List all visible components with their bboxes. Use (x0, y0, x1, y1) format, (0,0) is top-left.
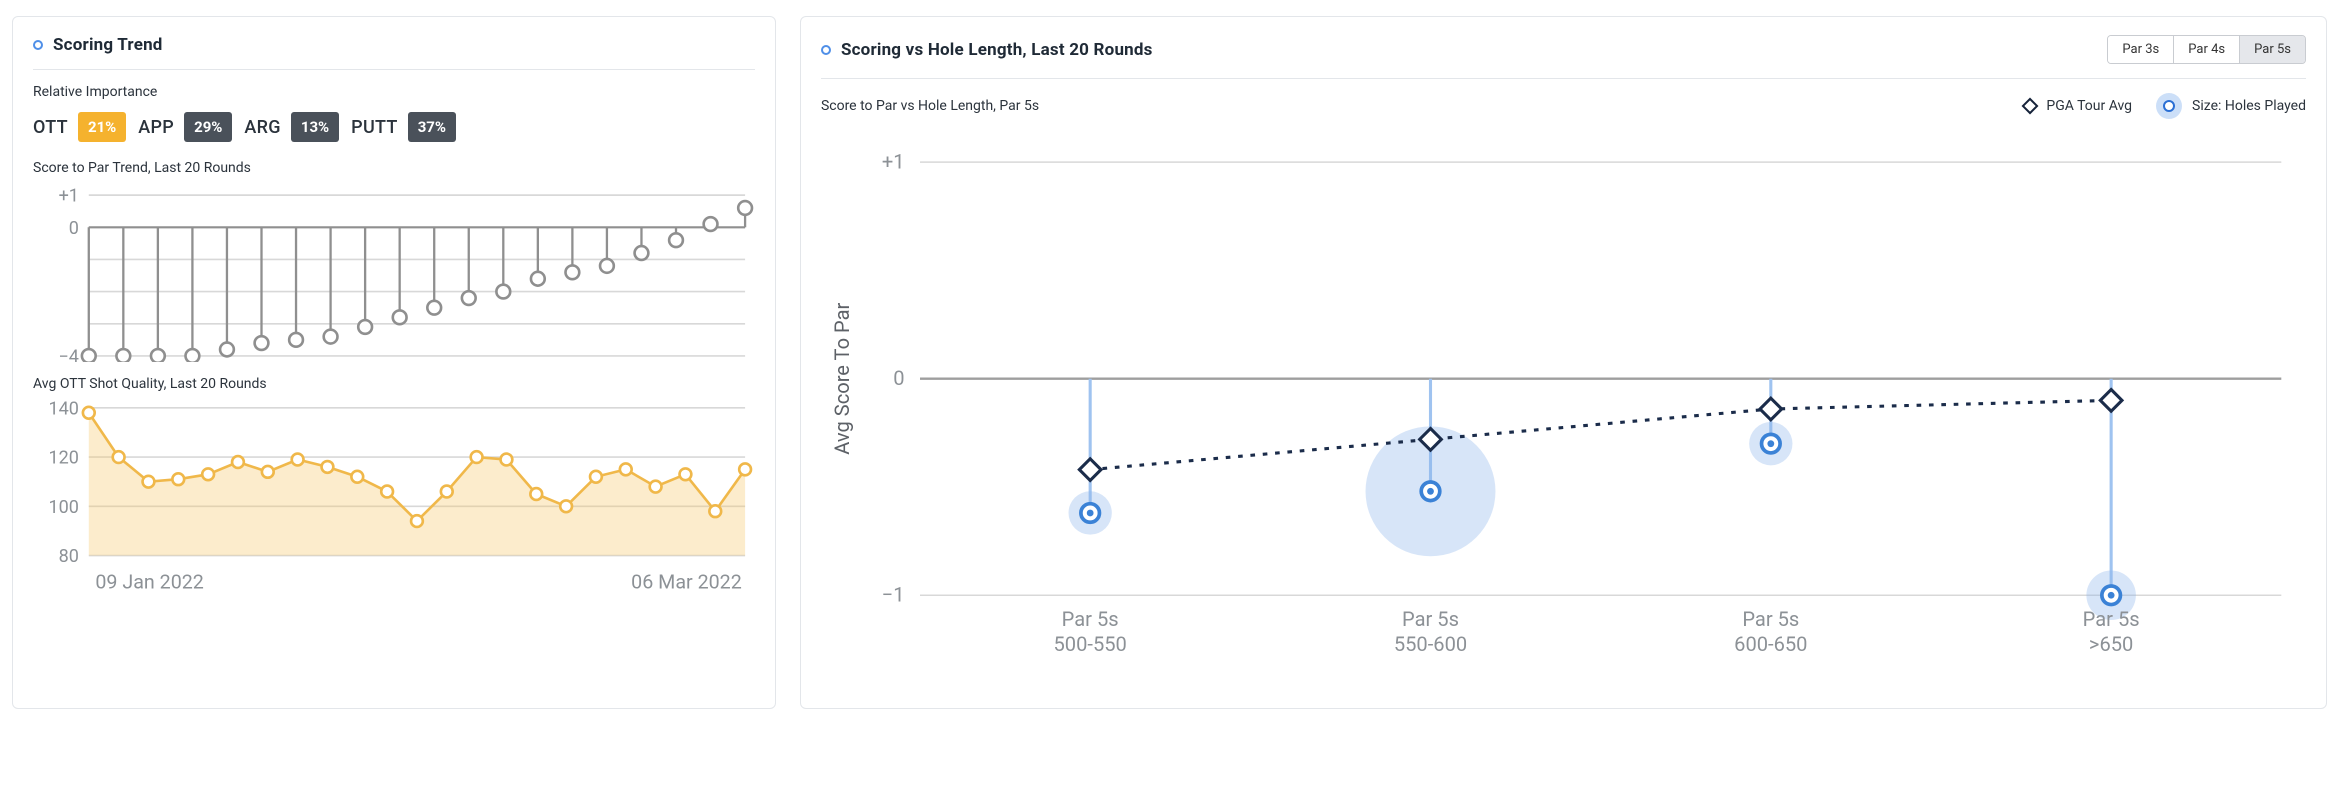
svg-text:>650: >650 (2089, 632, 2133, 656)
diamond-icon (2022, 98, 2039, 115)
importance-item-ott: OTT 21% (33, 112, 126, 142)
trend-chart-title: Score to Par Trend, Last 20 Rounds (33, 160, 755, 176)
importance-label: ARG (244, 117, 280, 138)
svg-text:Par 5s: Par 5s (1062, 607, 1119, 631)
legend-size: Size: Holes Played (2156, 93, 2306, 119)
importance-label: APP (138, 117, 174, 138)
importance-label: OTT (33, 117, 68, 138)
importance-item-app: APP 29% (138, 112, 232, 142)
svg-text:+1: +1 (59, 186, 79, 207)
svg-text:09 Jan 2022: 09 Jan 2022 (95, 571, 204, 594)
svg-text:Par 5s: Par 5s (1402, 607, 1459, 631)
svg-text:120: 120 (49, 448, 79, 469)
chart-legend: PGA Tour Avg Size: Holes Played (2024, 93, 2306, 119)
scoring-vs-length-card: Scoring vs Hole Length, Last 20 Rounds P… (800, 16, 2327, 709)
svg-text:Par 5s: Par 5s (2083, 607, 2140, 631)
trend-chart: +1 0 −4 (33, 182, 755, 362)
svg-text:0: 0 (69, 218, 79, 239)
ott-chart: 80 100 120 140 09 Jan 2022 06 Mar 2022 (33, 398, 755, 595)
importance-row: OTT 21% APP 29% ARG 13% PUTT 37% (33, 112, 755, 142)
legend-size-label: Size: Holes Played (2192, 98, 2306, 114)
dashboard-layout: Scoring Trend Relative Importance OTT 21%… (12, 16, 2327, 709)
importance-badge: 13% (291, 112, 339, 142)
dot-icon (821, 45, 831, 55)
svg-text:−4: −4 (58, 346, 78, 362)
svg-text:550-600: 550-600 (1394, 632, 1467, 656)
svg-text:Avg Score To Par: Avg Score To Par (830, 302, 854, 454)
importance-badge: 29% (184, 112, 232, 142)
par-tab-group: Par 3sPar 4sPar 5s (2107, 35, 2306, 64)
svg-text:0: 0 (893, 366, 904, 390)
card-title: Scoring Trend (53, 35, 163, 55)
scoring-trend-card: Scoring Trend Relative Importance OTT 21%… (12, 16, 776, 709)
tab-par-4s[interactable]: Par 4s (2173, 36, 2239, 63)
bubble-icon (2156, 93, 2182, 119)
legend-pga: PGA Tour Avg (2024, 98, 2132, 114)
svg-text:600-650: 600-650 (1734, 632, 1807, 656)
dot-icon (33, 40, 43, 50)
svg-text:100: 100 (49, 497, 79, 518)
ott-chart-title: Avg OTT Shot Quality, Last 20 Rounds (33, 376, 755, 392)
legend-pga-label: PGA Tour Avg (2046, 98, 2132, 114)
svg-text:80: 80 (59, 547, 79, 568)
tab-par-5s[interactable]: Par 5s (2239, 36, 2305, 63)
svg-text:140: 140 (49, 399, 79, 420)
card-titlebar: Scoring vs Hole Length, Last 20 Rounds P… (821, 35, 2306, 79)
importance-item-arg: ARG 13% (244, 112, 339, 142)
card-titlebar: Scoring Trend (33, 35, 755, 70)
importance-badge: 21% (78, 112, 126, 142)
importance-label: PUTT (351, 117, 398, 138)
importance-item-putt: PUTT 37% (351, 112, 456, 142)
svg-text:Par 5s: Par 5s (1742, 607, 1799, 631)
svg-text:−1: −1 (882, 582, 905, 606)
importance-badge: 37% (408, 112, 456, 142)
card-title: Scoring vs Hole Length, Last 20 Rounds (841, 40, 1153, 60)
score-vs-length-chart: Avg Score To Par+10−1Par 5s500-550Par 5s… (821, 125, 2306, 682)
svg-text:500-550: 500-550 (1053, 632, 1126, 656)
chart-subtitle: Score to Par vs Hole Length, Par 5s (821, 98, 1039, 114)
svg-text:+1: +1 (882, 149, 905, 173)
svg-text:06 Mar 2022: 06 Mar 2022 (631, 571, 742, 594)
tab-par-3s[interactable]: Par 3s (2108, 36, 2173, 63)
relative-importance-label: Relative Importance (33, 84, 755, 100)
